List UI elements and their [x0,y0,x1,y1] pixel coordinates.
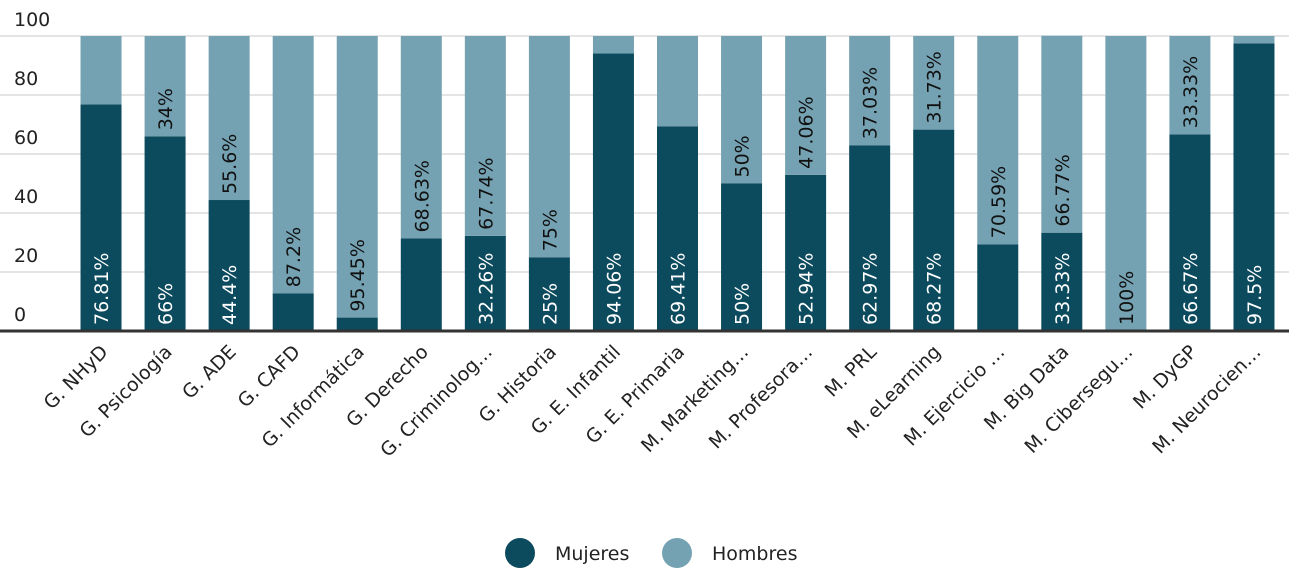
bar-segment [1233,36,1275,44]
bar-segment [400,36,442,239]
bar-segment [208,36,250,201]
bar-segment [657,126,698,331]
value-label: 95.45% [347,239,369,311]
bar-segment [721,36,763,184]
value-label: 37.03% [860,67,882,139]
bar-segment [208,200,250,331]
bar-segment [272,36,314,294]
bar-segment [464,36,506,236]
x-tick-label: M. Marketing… [637,341,753,457]
y-tick-label: 60 [14,127,38,149]
value-label: 66.67% [1180,253,1202,325]
value-label: 32.26% [475,253,497,325]
bar-segment [464,235,506,331]
value-label: 76.81% [91,253,113,325]
legend-swatch [505,538,535,568]
x-tick-label: G. Criminolog… [376,341,497,462]
bar-segment [400,238,442,331]
bar-segment [592,53,634,331]
value-label: 44.4% [219,265,241,325]
y-tick-label: 20 [14,245,38,267]
value-label: 87.2% [283,227,305,287]
value-label: 62.97% [860,253,882,325]
value-label: 33.33% [1180,56,1202,128]
bar-segment [1041,35,1083,233]
x-tick-label: M. Neurocien… [1148,341,1265,458]
bar-segment [1233,43,1275,331]
value-label: 69.41% [668,253,690,325]
bar-segment [528,257,570,331]
bar-segment [849,145,891,331]
bar-segment [849,36,891,146]
bar-segment [336,317,378,331]
x-tick-label: M. Cibersegu… [1021,341,1138,458]
bar-segment [721,183,763,331]
legend-label: Hombres [712,543,797,565]
bar-segment [657,36,698,127]
value-label: 33.33% [1052,253,1074,325]
bar-segment [913,36,955,130]
y-tick-label: 0 [14,304,26,326]
value-label: 97.5% [1244,265,1266,325]
value-label: 94.06% [603,253,625,325]
legend-label: Mujeres [555,543,629,565]
y-tick-label: 100 [14,9,50,31]
bar-segment [528,36,570,258]
bar-segment [592,36,634,54]
x-tick-label: M. PRL [821,341,882,402]
bar-segment [785,174,827,331]
bar-segment [977,36,1019,245]
value-label: 55.6% [219,134,241,194]
value-label: 66% [155,283,177,325]
value-label: 25% [539,283,561,325]
value-label: 66.77% [1052,154,1074,226]
y-tick-label: 80 [14,68,38,90]
bar-segment [913,129,955,331]
bar-segment [1041,232,1083,331]
value-label: 31.73% [924,51,946,123]
bar-segment [977,244,1019,331]
x-tick-label: G. ADE [178,341,241,404]
value-label: 68.27% [924,253,946,325]
value-label: 75% [539,209,561,251]
value-label: 100% [1116,271,1138,325]
value-label: 68.63% [411,160,433,232]
value-label: 50% [732,135,754,177]
value-label: 67.74% [475,157,497,229]
bar-segment [80,36,122,105]
bar-segment [1169,134,1211,331]
value-label: 34% [155,88,177,130]
value-label: 47.06% [796,96,818,168]
bar-segment [272,293,314,331]
bar-segment [1105,36,1147,331]
bar-segment [144,36,186,137]
bar-segment [336,36,378,318]
legend-swatch [662,538,692,568]
bar-segment [1169,36,1211,135]
value-label: 52.94% [796,253,818,325]
y-tick-label: 40 [14,186,38,208]
bar-segment [144,136,186,331]
value-label: 70.59% [988,166,1010,238]
bar-segment [785,36,827,175]
value-label: 50% [732,283,754,325]
bar-segment [80,104,122,332]
